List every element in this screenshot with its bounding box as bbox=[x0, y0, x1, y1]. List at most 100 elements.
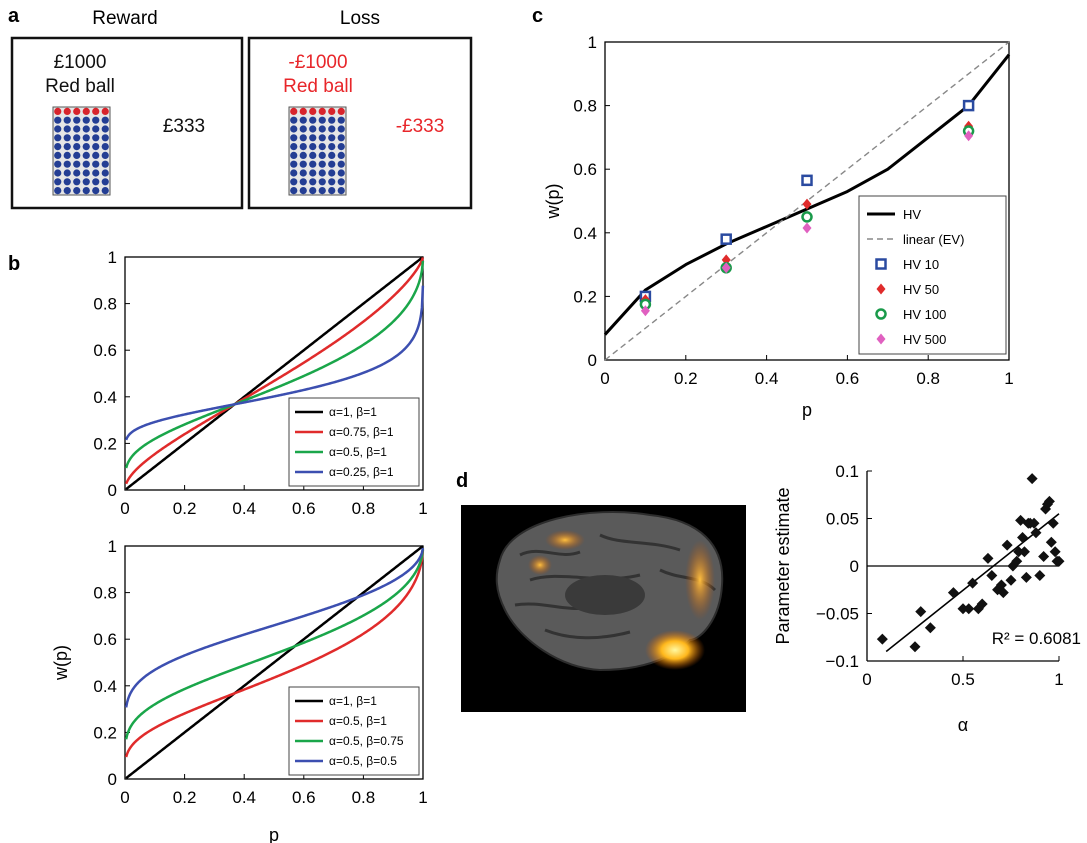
y-tick-label: 1 bbox=[108, 248, 117, 267]
legend-label: HV 10 bbox=[903, 257, 939, 272]
blue-ball bbox=[290, 116, 298, 124]
data-point bbox=[1034, 570, 1046, 581]
data-point bbox=[967, 577, 979, 589]
x-axis-label: α bbox=[958, 715, 968, 735]
y-tick-label: 0.4 bbox=[573, 224, 597, 243]
blue-ball bbox=[73, 151, 81, 159]
data-point bbox=[1011, 555, 1023, 567]
blue-ball bbox=[82, 125, 90, 133]
y-tick-label: 0.4 bbox=[93, 677, 117, 696]
reward-ball-label: Red ball bbox=[45, 76, 115, 97]
y-tick-label: 0.2 bbox=[573, 287, 597, 306]
blue-ball bbox=[92, 143, 100, 151]
blue-ball bbox=[328, 151, 336, 159]
data-point bbox=[1013, 546, 1025, 558]
legend-label: HV 500 bbox=[903, 332, 946, 347]
loss-ball-label: Red ball bbox=[283, 76, 353, 97]
blue-ball bbox=[63, 187, 71, 195]
data-point bbox=[1030, 527, 1042, 539]
data-point bbox=[1001, 539, 1013, 551]
y-tick-label: −0.05 bbox=[816, 605, 859, 624]
data-point bbox=[924, 622, 936, 634]
red-ball bbox=[92, 107, 100, 115]
data-point bbox=[1017, 532, 1029, 543]
legend-swatch bbox=[876, 283, 886, 295]
y-axis-label: w(p) bbox=[543, 184, 563, 220]
blue-ball bbox=[73, 178, 81, 186]
blue-ball bbox=[337, 143, 345, 151]
blue-ball bbox=[299, 125, 307, 133]
loss-urn bbox=[288, 106, 347, 196]
series-line bbox=[124, 285, 425, 441]
red-ball bbox=[290, 107, 298, 115]
blue-ball bbox=[328, 169, 336, 177]
blue-ball bbox=[101, 134, 109, 142]
legend-label: α=0.25, β=1 bbox=[329, 465, 394, 479]
data-point bbox=[1047, 517, 1059, 529]
data-point bbox=[1018, 546, 1030, 558]
blue-ball bbox=[73, 169, 81, 177]
blue-ball bbox=[63, 169, 71, 177]
blue-ball bbox=[73, 160, 81, 168]
blue-ball bbox=[328, 178, 336, 186]
blue-ball bbox=[54, 116, 62, 124]
urn-frame bbox=[52, 106, 111, 196]
loss-amount-side: -£333 bbox=[396, 116, 445, 137]
blue-ball bbox=[337, 151, 345, 159]
corpus-callosum bbox=[565, 575, 645, 615]
legend-label: α=0.5, β=0.75 bbox=[329, 734, 404, 748]
red-ball bbox=[299, 107, 307, 115]
data-point bbox=[995, 579, 1007, 591]
blue-ball bbox=[290, 187, 298, 195]
blue-ball bbox=[54, 160, 62, 168]
blue-ball bbox=[54, 143, 62, 151]
y-tick-label: 0 bbox=[108, 481, 117, 500]
brain-sulci bbox=[514, 533, 717, 640]
data-point bbox=[802, 198, 812, 210]
reward-amount-side: £333 bbox=[163, 116, 205, 137]
blue-ball bbox=[318, 151, 326, 159]
data-point bbox=[802, 222, 812, 234]
activation-hotspot-cingulate bbox=[545, 530, 585, 550]
red-ball bbox=[63, 107, 71, 115]
blue-ball bbox=[63, 125, 71, 133]
blue-ball bbox=[328, 134, 336, 142]
data-point bbox=[1020, 571, 1032, 583]
x-tick-label: 1 bbox=[418, 788, 427, 807]
blue-ball bbox=[290, 143, 298, 151]
x-axis-label: p bbox=[802, 400, 812, 420]
data-point bbox=[640, 305, 650, 317]
data-point bbox=[962, 99, 975, 112]
red-ball bbox=[54, 107, 62, 115]
blue-ball bbox=[73, 125, 81, 133]
data-point bbox=[1028, 517, 1040, 529]
blue-ball bbox=[299, 151, 307, 159]
blue-ball bbox=[101, 160, 109, 168]
blue-ball bbox=[82, 116, 90, 124]
blue-ball bbox=[82, 134, 90, 142]
plot-frame bbox=[604, 41, 1010, 361]
x-tick-label: 0.2 bbox=[674, 369, 698, 388]
y-tick-label: −0.1 bbox=[825, 652, 859, 671]
activation-hotspot-posterior bbox=[528, 555, 552, 575]
legend-label: α=1, β=1 bbox=[329, 405, 377, 419]
reward-urn bbox=[52, 106, 111, 196]
blue-ball bbox=[328, 187, 336, 195]
x-tick-label: 0.4 bbox=[232, 788, 256, 807]
blue-ball bbox=[337, 187, 345, 195]
x-tick-label: 1 bbox=[1054, 670, 1063, 689]
x-tick-label: 1 bbox=[1004, 369, 1013, 388]
red-ball bbox=[82, 107, 90, 115]
series-line bbox=[124, 260, 425, 469]
r-squared-annotation: R² = 0.6081 bbox=[992, 629, 1081, 648]
x-tick-label: 0.2 bbox=[173, 499, 197, 518]
series-line bbox=[124, 257, 425, 485]
blue-ball bbox=[92, 187, 100, 195]
data-point bbox=[1043, 495, 1055, 507]
activation-hotspot-main bbox=[645, 630, 705, 670]
blue-ball bbox=[318, 143, 326, 151]
legend-label: α=0.75, β=1 bbox=[329, 425, 394, 439]
red-ball bbox=[309, 107, 317, 115]
blue-ball bbox=[309, 151, 317, 159]
y-tick-label: 0.05 bbox=[826, 510, 859, 529]
